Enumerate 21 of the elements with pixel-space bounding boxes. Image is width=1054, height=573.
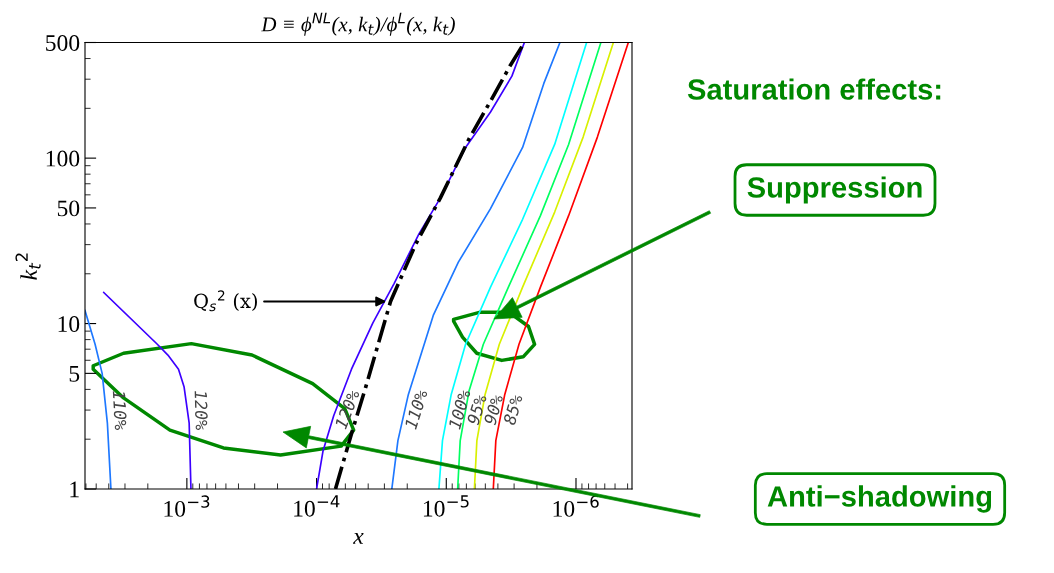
text: Anti−shadowing (767, 485, 992, 513)
y-tick-label: 50 (57, 200, 80, 217)
y-tick-label: 10 (58, 316, 80, 332)
text: 85% (502, 393, 523, 426)
y-tick-label: 500 (46, 34, 80, 51)
text: 110% (112, 390, 128, 431)
text: 120% (194, 390, 209, 430)
y-tick-label: 5 (69, 366, 80, 382)
y-tick-label: 100 (46, 150, 80, 167)
y-tick-label: 1 (70, 481, 79, 498)
x-tick-label: 10$^{−5}$ (423, 495, 469, 517)
x-tick-label: 10$^{−3}$ (164, 495, 210, 517)
x-tick-label: 10$^{−4}$ (294, 495, 340, 517)
x-axis-title: x (352, 532, 364, 544)
y-axis-title: k$_{t}$$^{2}$ (15, 253, 41, 280)
text: 120% (334, 388, 360, 430)
chart-title: D ≡ ϕ$^{NL}$(x, k$_{t}$)/ϕ$^{L}$(x, k$_{t}$) (261, 12, 455, 36)
text: Suppression (747, 176, 922, 204)
text: Q$_{s}$$^{2}$ (x) (194, 290, 257, 312)
text: 110% (404, 388, 428, 430)
text: Saturation effects: (687, 78, 941, 100)
